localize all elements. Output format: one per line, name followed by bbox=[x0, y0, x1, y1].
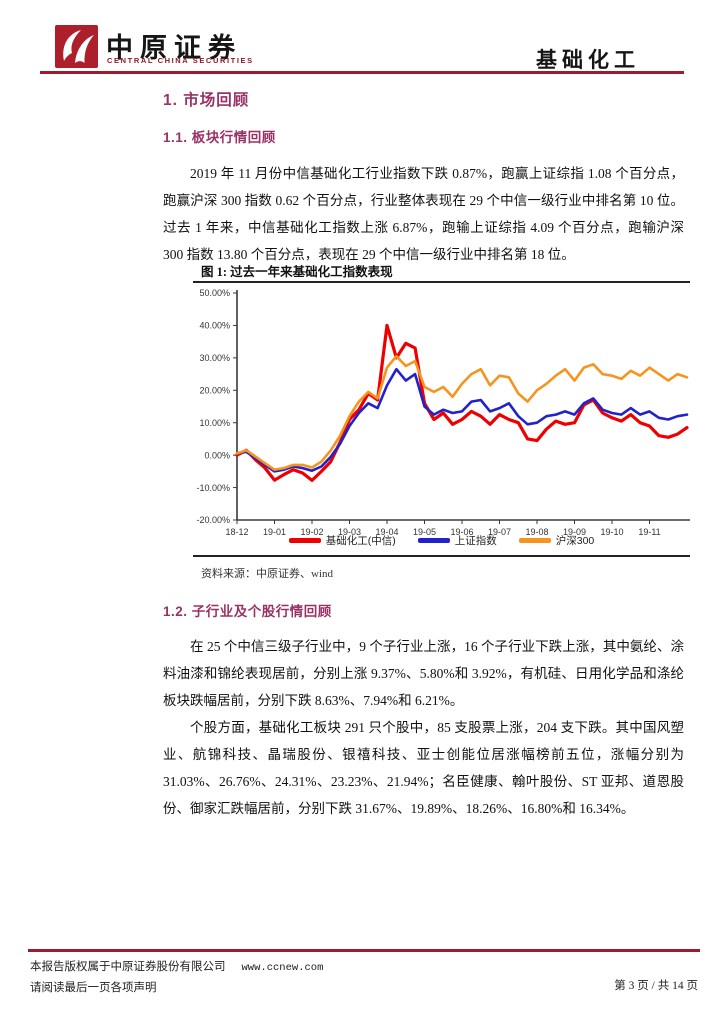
legend-item: 沪深300 bbox=[518, 533, 595, 548]
section-1-2-heading: 1.2. 子行业及个股行情回顾 bbox=[163, 604, 332, 619]
report-category-title: 基础化工 bbox=[536, 48, 640, 72]
company-logo-icon bbox=[55, 25, 98, 68]
section-1-2-paragraph-1: 在 25 个中信三级子行业中，9 个子行业上涨，16 个子行业下跌上涨，其中氨纶… bbox=[163, 639, 684, 708]
header-divider bbox=[40, 71, 684, 74]
x-tick-label: 19-07 bbox=[488, 527, 511, 537]
section-1-2-paragraph-2: 个股方面，基础化工板块 291 只个股中，85 支股票上涨，204 支下跌。其中… bbox=[163, 720, 684, 816]
legend-swatch bbox=[518, 538, 551, 543]
x-tick-label: 19-01 bbox=[263, 527, 286, 537]
x-tick-label: 19-02 bbox=[300, 527, 323, 537]
x-tick-label: 19-11 bbox=[638, 527, 660, 537]
figure-source-note: 资料来源：中原证券、wind bbox=[201, 568, 333, 580]
y-tick-label: -20.00% bbox=[196, 515, 230, 525]
footer-disclaimer-text: 请阅读最后一页各项声明 bbox=[30, 982, 157, 994]
section-1-1-heading: 1.1. 板块行情回顾 bbox=[163, 130, 276, 145]
footer-copyright-block: 本报告版权属于中原证券股份有限公司 www.ccnew.com 请阅读最后一页各项… bbox=[30, 957, 323, 998]
x-tick-label: 19-09 bbox=[563, 527, 586, 537]
company-name-en: CENTRAL CHINA SECURITIES bbox=[107, 56, 254, 65]
x-tick-label: 19-06 bbox=[450, 527, 473, 537]
legend-item: 基础化工(中信) bbox=[288, 533, 396, 548]
figure-bottom-divider bbox=[193, 554, 690, 557]
legend-label: 基础化工(中信) bbox=[325, 535, 396, 547]
footer-divider bbox=[28, 949, 700, 952]
y-tick-label: 10.00% bbox=[199, 417, 230, 427]
footer-page-indicator: 第 3 页 / 共 14 页 bbox=[614, 980, 698, 992]
series-line bbox=[235, 367, 689, 473]
figure-1: 图 1: 过去一年来基础化工指数表现 50.00% 40.00% 30.00% 20.… bbox=[193, 263, 690, 581]
legend-swatch bbox=[288, 538, 321, 543]
y-tick-label: 20.00% bbox=[199, 385, 230, 395]
figure-1-title: 图 1: 过去一年来基础化工指数表现 bbox=[201, 265, 393, 279]
chart-legend: 基础化工(中信) 上证指数 沪深300 bbox=[193, 533, 690, 549]
y-tick-label: 30.00% bbox=[199, 353, 230, 363]
footer-website-link: www.ccnew.com bbox=[241, 962, 324, 974]
y-tick-label: 40.00% bbox=[199, 320, 230, 330]
figure-title-divider bbox=[193, 281, 690, 283]
x-tick-label: 19-04 bbox=[375, 527, 398, 537]
y-tick-label: 50.00% bbox=[199, 288, 230, 298]
footer-copyright-text: 本报告版权属于中原证券股份有限公司 bbox=[30, 961, 226, 973]
company-name-cn: 中原证券 bbox=[106, 33, 242, 63]
figure-1-line-chart: 50.00% 40.00% 30.00% 20.00% 10.00% 0.00% -10.0… bbox=[196, 288, 690, 537]
series-line bbox=[235, 354, 689, 471]
y-tick-label: -10.00% bbox=[196, 482, 230, 492]
series-line bbox=[235, 323, 689, 482]
legend-label: 沪深300 bbox=[555, 535, 595, 547]
logo-swoosh-icon bbox=[63, 30, 94, 63]
legend-item: 上证指数 bbox=[417, 533, 497, 548]
x-tick-label: 19-05 bbox=[413, 527, 436, 537]
legend-label: 上证指数 bbox=[454, 535, 497, 547]
y-tick-label: 0.00% bbox=[204, 450, 230, 460]
x-tick-label: 19-03 bbox=[338, 527, 361, 537]
section-1-heading: 1. 市场回顾 bbox=[163, 92, 250, 109]
legend-swatch bbox=[417, 538, 450, 543]
x-tick-label: 19-08 bbox=[525, 527, 548, 537]
x-tick-label: 18-12 bbox=[225, 527, 248, 537]
section-1-1-paragraph: 2019 年 11 月份中信基础化工行业指数下跌 0.87%，跑赢上证综指 1.… bbox=[163, 166, 684, 262]
x-tick-label: 19-10 bbox=[600, 527, 623, 537]
